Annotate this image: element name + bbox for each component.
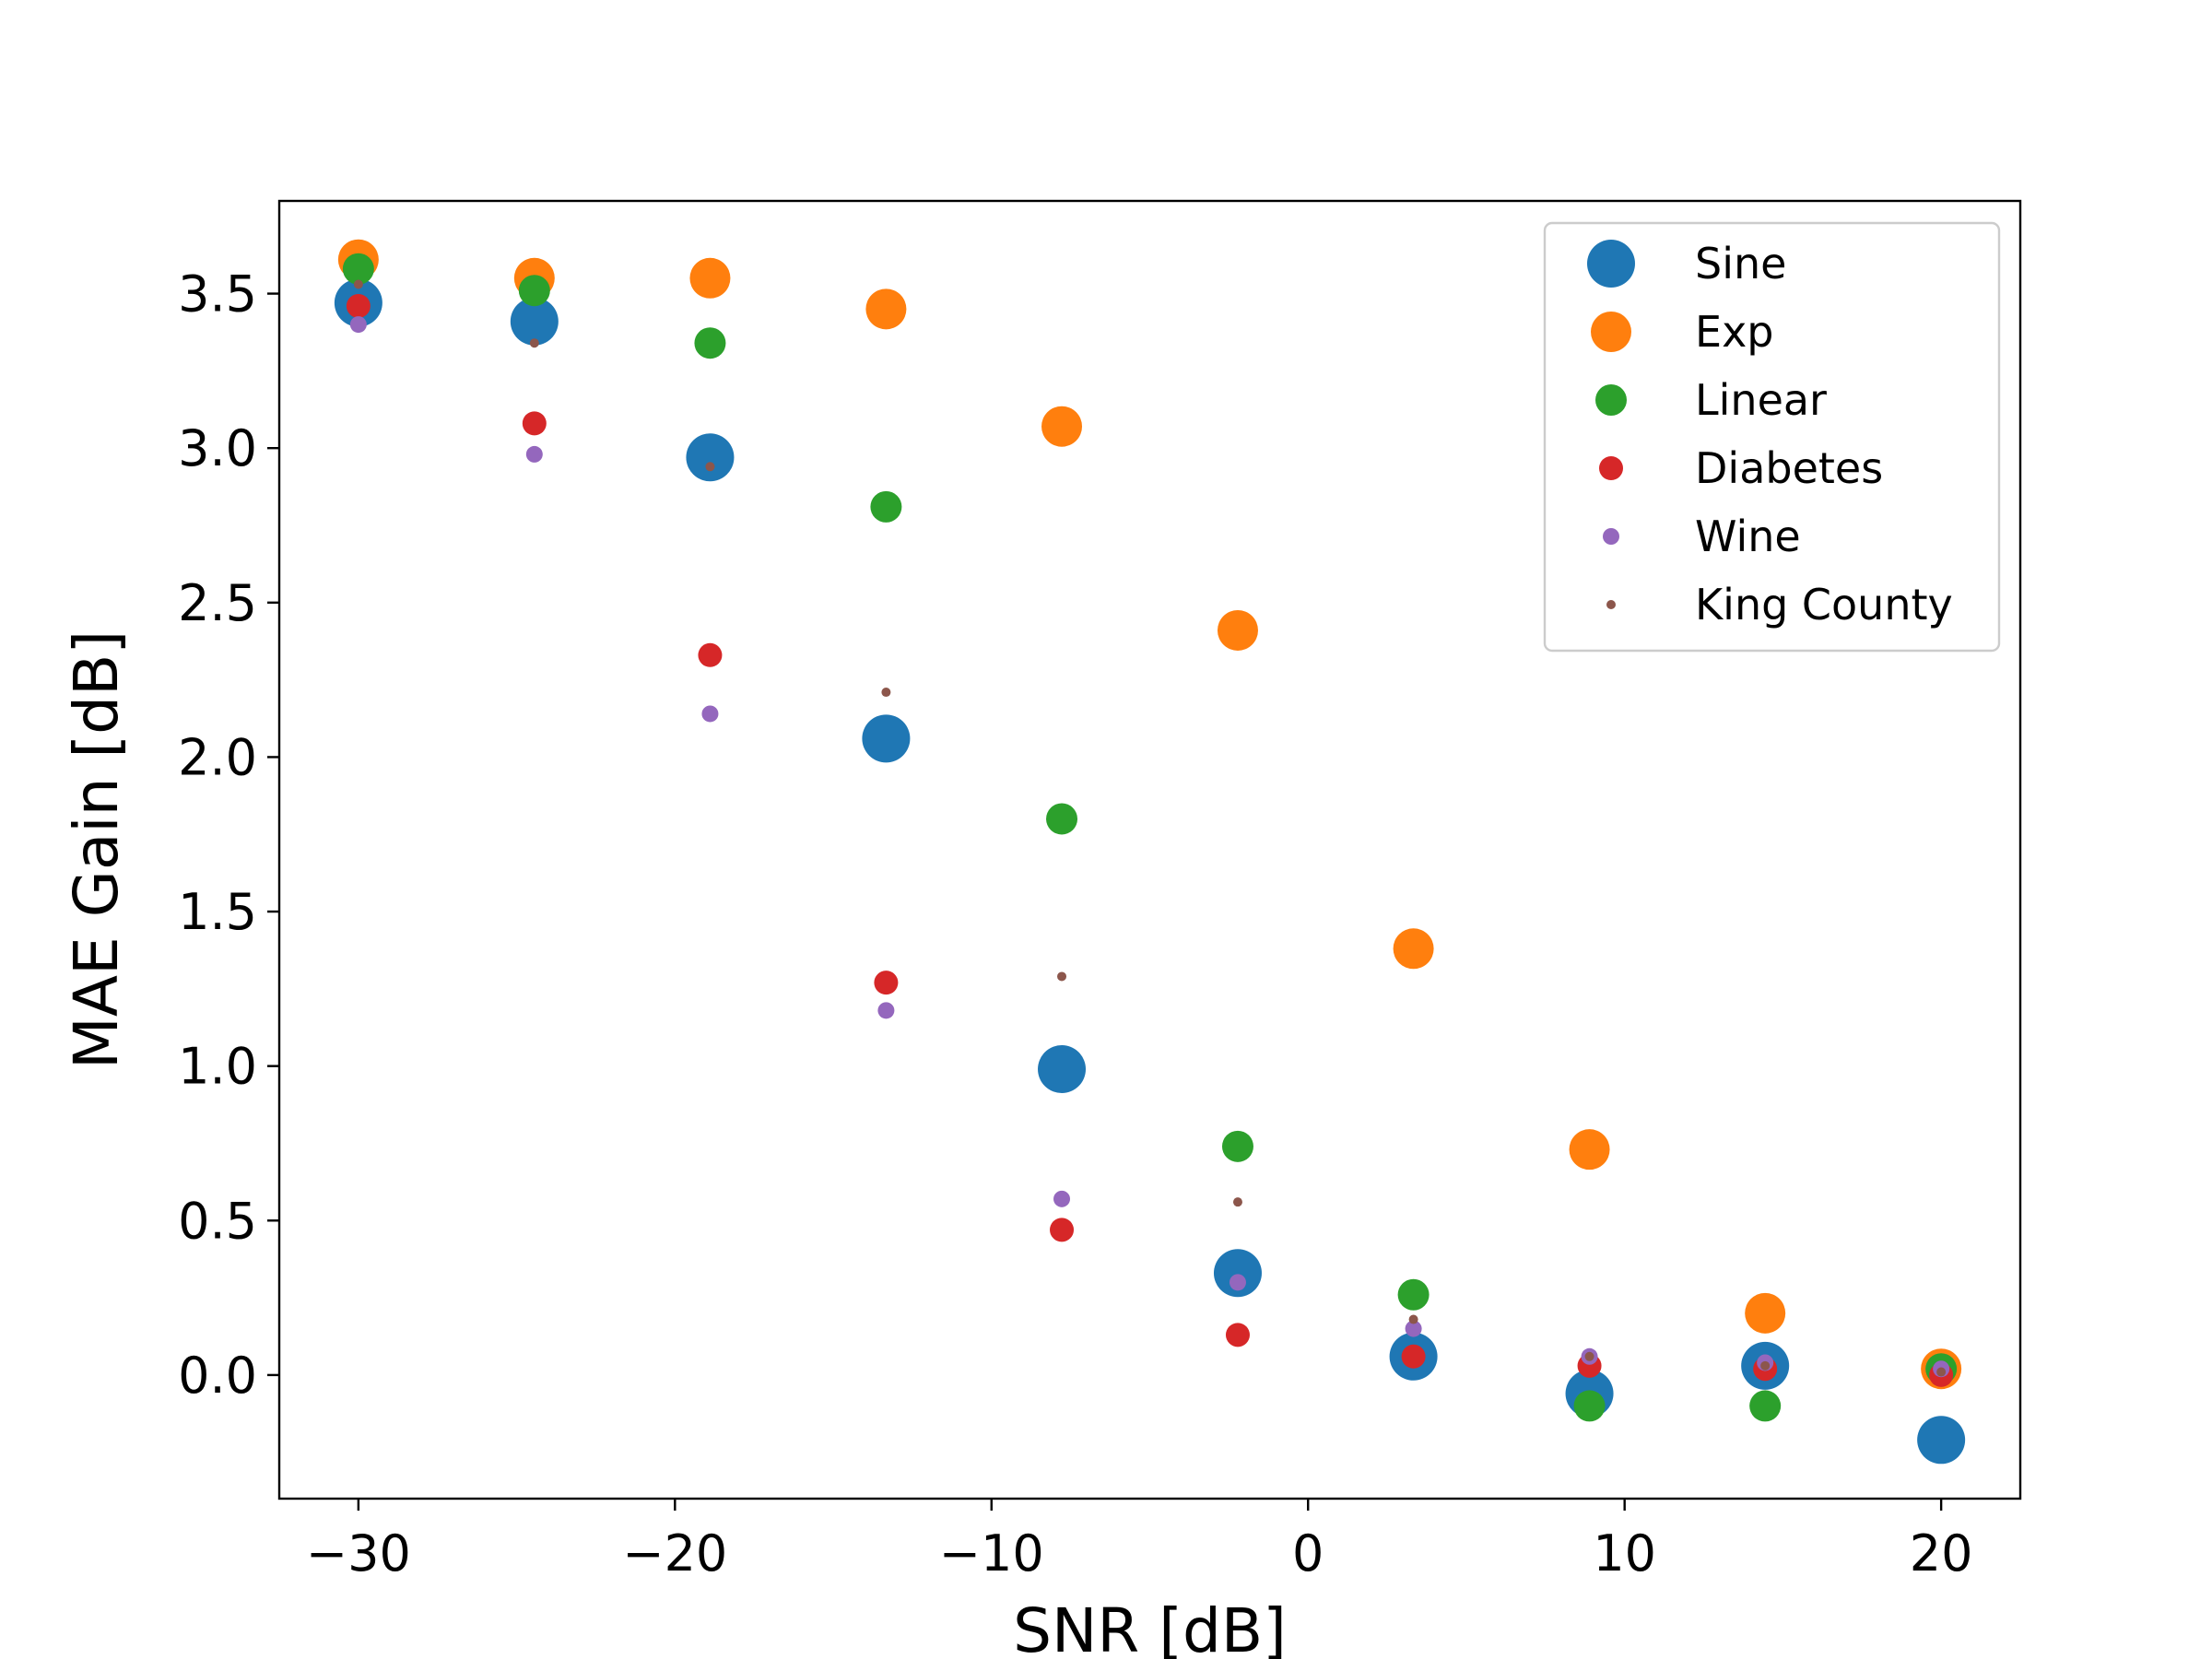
data-point xyxy=(1053,1190,1071,1207)
data-point xyxy=(694,327,726,359)
y-tick-label: 3.5 xyxy=(178,265,257,324)
legend-label: King County xyxy=(1695,580,1953,629)
data-point xyxy=(1393,928,1434,970)
x-axis-label: SNR [dB] xyxy=(1013,1595,1287,1659)
data-point xyxy=(877,1002,895,1019)
legend-label: Sine xyxy=(1695,239,1786,288)
x-tick-label: −10 xyxy=(939,1524,1044,1583)
data-point xyxy=(1569,1129,1610,1171)
data-point xyxy=(1408,1314,1418,1324)
data-point xyxy=(525,445,543,463)
data-point xyxy=(522,411,547,436)
x-tick-label: −20 xyxy=(622,1524,727,1583)
y-axis: 0.0 0.5 1.0 1.5 2.0 2.5 3.0 3.5 xyxy=(178,265,279,1405)
y-axis-label: MAE Gain [dB] xyxy=(61,630,132,1069)
legend: Sine Exp Linear Diabetes Wine King County xyxy=(1543,221,2001,653)
axes-frame xyxy=(277,199,2022,1500)
data-point xyxy=(346,293,371,318)
data-point xyxy=(1213,1249,1262,1298)
x-tick-label: −30 xyxy=(306,1524,411,1583)
data-point xyxy=(1584,1351,1594,1361)
data-point xyxy=(1397,1278,1430,1311)
x-tick-label: 0 xyxy=(1292,1524,1324,1583)
data-point xyxy=(1232,1197,1242,1207)
legend-marker xyxy=(1606,600,1616,609)
data-point xyxy=(698,642,723,667)
series-linear xyxy=(342,253,1958,1422)
data-point xyxy=(1050,1218,1075,1242)
data-point xyxy=(1217,609,1258,651)
legend-box xyxy=(1543,221,2001,653)
data-point xyxy=(1057,971,1067,982)
legend-marker xyxy=(1595,384,1627,416)
data-point xyxy=(1041,406,1083,447)
legend-label: Wine xyxy=(1695,512,1801,561)
plot-area xyxy=(334,239,1966,1465)
data-point xyxy=(1401,1344,1426,1369)
y-tick-label: 3.0 xyxy=(178,419,257,477)
data-point xyxy=(1046,803,1078,835)
x-tick-label: 10 xyxy=(1593,1524,1656,1583)
data-point xyxy=(1936,1367,1947,1377)
data-point xyxy=(529,338,539,348)
data-point xyxy=(1749,1390,1782,1422)
legend-label: Exp xyxy=(1695,307,1774,357)
series-king-county xyxy=(353,279,1947,1377)
legend-label: Linear xyxy=(1695,375,1827,425)
data-point xyxy=(510,297,559,346)
y-tick-label: 1.0 xyxy=(178,1038,257,1096)
y-tick-label: 0.0 xyxy=(178,1347,257,1405)
data-point xyxy=(870,490,902,523)
legend-marker xyxy=(1591,312,1631,352)
data-point xyxy=(874,971,899,995)
y-tick-label: 1.5 xyxy=(178,883,257,941)
data-point xyxy=(881,688,891,698)
y-tick-label: 2.0 xyxy=(178,728,257,786)
data-point xyxy=(865,288,907,330)
data-point xyxy=(689,257,731,299)
legend-marker xyxy=(1599,456,1623,480)
data-point xyxy=(1917,1416,1966,1465)
data-point xyxy=(353,279,363,289)
y-tick-label: 2.5 xyxy=(178,574,257,632)
data-point xyxy=(1038,1045,1087,1094)
data-point xyxy=(1405,1320,1422,1337)
data-point xyxy=(686,433,735,482)
x-axis: −30 −20 −10 0 10 20 xyxy=(306,1499,1973,1583)
data-point xyxy=(1745,1292,1786,1334)
legend-label: Diabetes xyxy=(1695,443,1883,493)
data-point xyxy=(1221,1130,1253,1162)
data-point xyxy=(1229,1274,1246,1291)
y-tick-label: 0.5 xyxy=(178,1192,257,1250)
legend-marker xyxy=(1587,240,1635,288)
data-point xyxy=(342,253,374,285)
data-point xyxy=(349,316,367,334)
data-point xyxy=(518,275,550,307)
x-tick-label: 20 xyxy=(1910,1524,1973,1583)
legend-marker xyxy=(1603,528,1619,545)
data-point xyxy=(1573,1390,1606,1422)
data-point xyxy=(701,705,719,723)
data-point xyxy=(1225,1323,1250,1347)
data-point xyxy=(862,714,911,763)
data-point xyxy=(705,462,715,472)
data-point xyxy=(1760,1360,1771,1371)
